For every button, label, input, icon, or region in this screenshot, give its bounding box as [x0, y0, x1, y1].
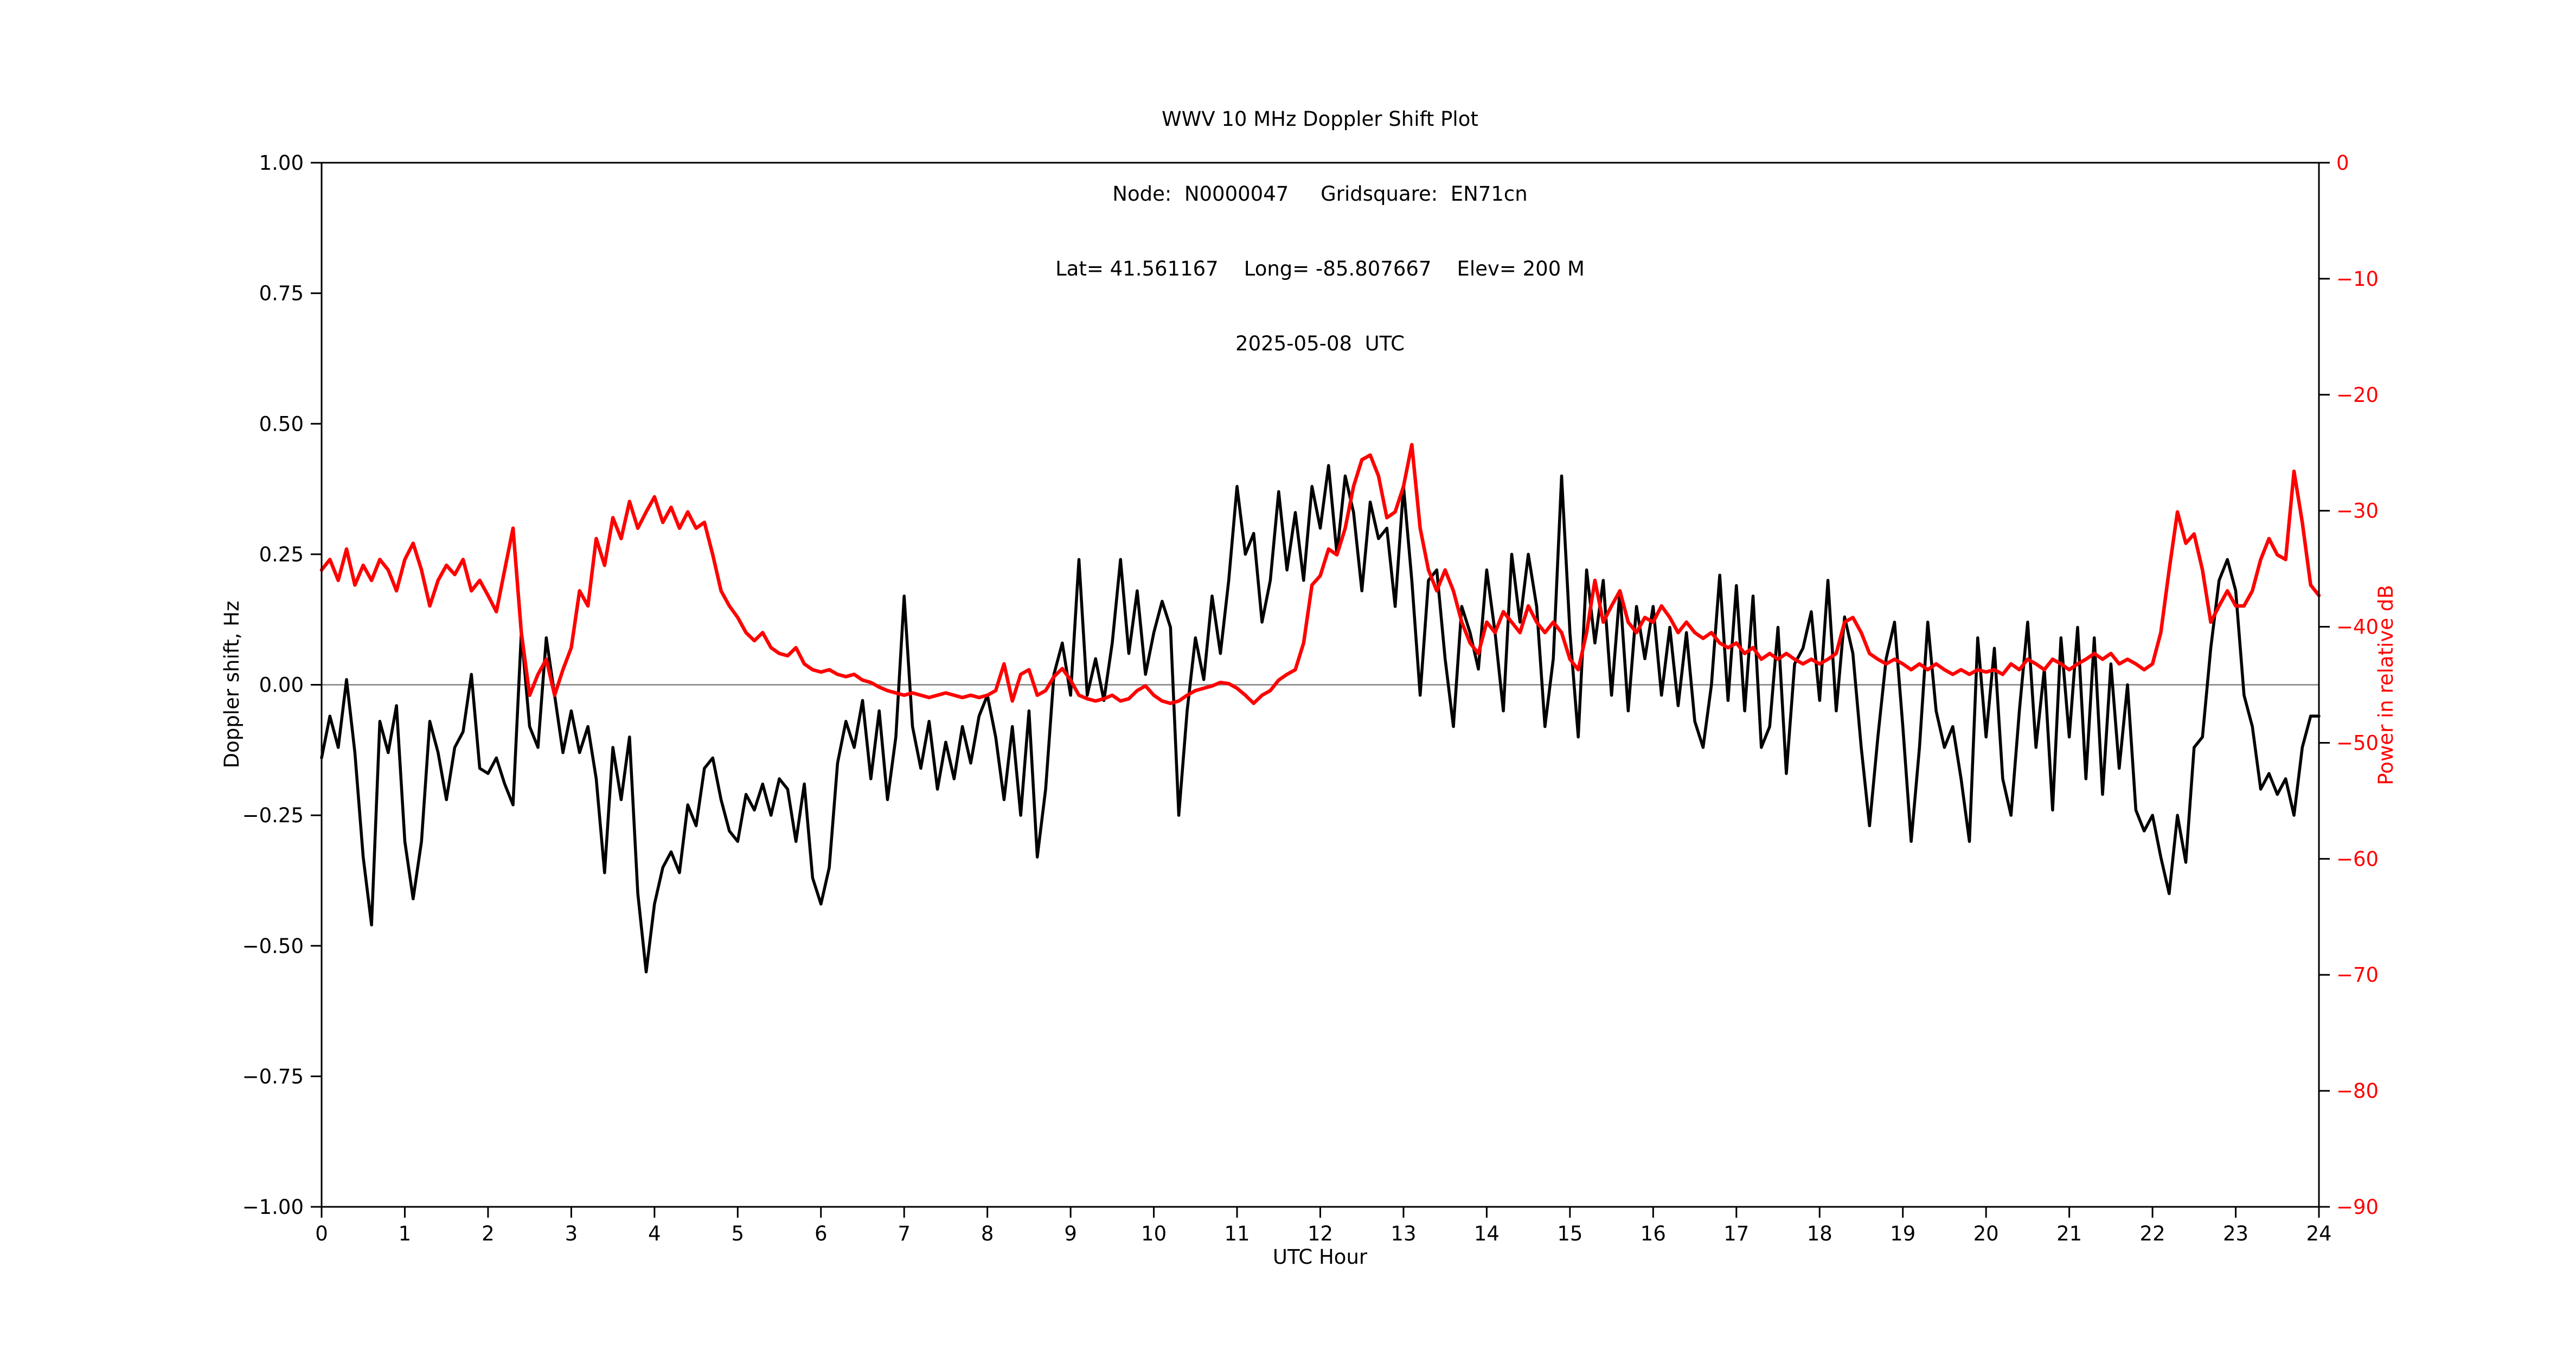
y-left-tick-label: 0.00	[259, 674, 304, 697]
node-gridsquare-line: Node: N0000047 Gridsquare: EN71cn	[1112, 182, 1528, 206]
y-left-tick-label: −0.75	[242, 1065, 304, 1088]
y-left-tick-label: −0.25	[242, 804, 304, 827]
x-tick-label: 22	[2140, 1222, 2165, 1245]
y-right-tick-label: −90	[2336, 1195, 2379, 1219]
date-line: 2025-05-08 UTC	[1235, 332, 1405, 355]
x-tick-label: 9	[1064, 1222, 1077, 1245]
y-right-tick-label: −30	[2336, 500, 2379, 523]
y-right-tick-label: −40	[2336, 616, 2379, 639]
x-tick-label: 16	[1641, 1222, 1666, 1245]
y-right-tick-label: −10	[2336, 267, 2379, 291]
y-right-tick-label: −20	[2336, 383, 2379, 407]
x-tick-label: 13	[1390, 1222, 1416, 1245]
x-tick-label: 4	[648, 1222, 661, 1245]
plot-title: WWV 10 MHz Doppler Shift Plot	[1162, 107, 1478, 131]
doppler-shift-line	[320, 464, 2321, 974]
y-right-tick-label: −70	[2336, 963, 2379, 987]
x-tick-label: 21	[2056, 1222, 2082, 1245]
y-axis-label-right: Power in relative dB	[2374, 585, 2398, 785]
x-tick-label: 5	[732, 1222, 745, 1245]
y-left-tick-label: 1.00	[259, 151, 304, 175]
x-tick-label: 14	[1474, 1222, 1500, 1245]
x-tick-label: 11	[1224, 1222, 1249, 1245]
x-tick-label: 2	[482, 1222, 495, 1245]
x-tick-label: 12	[1308, 1222, 1333, 1245]
x-axis-label: UTC Hour	[1272, 1245, 1368, 1269]
y-right-tick-label: 0	[2336, 151, 2349, 175]
x-tick-label: 3	[565, 1222, 578, 1245]
x-tick-label: 1	[399, 1222, 412, 1245]
y-right-tick-label: −80	[2336, 1079, 2379, 1103]
x-tick-label: 0	[315, 1222, 328, 1245]
x-tick-label: 10	[1141, 1222, 1167, 1245]
y-left-tick-label: 0.75	[259, 282, 304, 305]
y-left-tick-label: 0.50	[259, 412, 304, 436]
y-left-tick-label: −0.50	[242, 935, 304, 958]
x-tick-label: 23	[2223, 1222, 2248, 1245]
x-tick-label: 7	[898, 1222, 911, 1245]
lat-long-elev-line: Lat= 41.561167 Long= -85.807667 Elev= 20…	[1055, 257, 1585, 280]
x-tick-label: 24	[2306, 1222, 2331, 1245]
x-tick-label: 8	[981, 1222, 994, 1245]
y-left-tick-label: −1.00	[242, 1195, 304, 1219]
x-tick-label: 6	[815, 1222, 828, 1245]
y-right-tick-label: −60	[2336, 847, 2379, 871]
y-right-tick-label: −50	[2336, 731, 2379, 754]
title-block: WWV 10 MHz Doppler Shift Plot Node: N000…	[507, 57, 2133, 406]
x-tick-label: 20	[1973, 1222, 1999, 1245]
y-axis-label-left: Doppler shift, Hz	[220, 600, 243, 769]
y-left-tick-label: 0.25	[259, 543, 304, 566]
x-tick-label: 19	[1890, 1222, 1915, 1245]
x-tick-label: 15	[1557, 1222, 1582, 1245]
power-line	[319, 443, 2321, 705]
x-tick-label: 17	[1723, 1222, 1749, 1245]
x-tick-label: 18	[1807, 1222, 1832, 1245]
